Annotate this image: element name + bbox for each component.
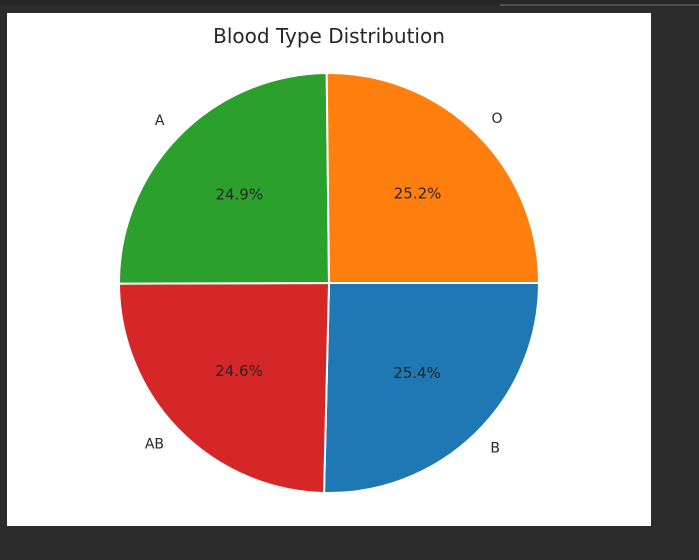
percent-label-a: 24.9% xyxy=(215,186,263,204)
chart-figure: Blood Type Distribution 25.4% B 24.6% AB 24.… xyxy=(7,13,651,526)
pie-chart: Blood Type Distribution 25.4% B 24.6% AB 24.… xyxy=(118,24,540,494)
category-label-a: A xyxy=(155,113,165,129)
top-bar-divider xyxy=(500,4,699,6)
category-label-b: B xyxy=(490,440,500,456)
pie-labels: 25.4% B 24.6% AB 24.9% A 25.2% O xyxy=(145,111,503,456)
top-bar xyxy=(0,0,699,6)
pie-slice-a xyxy=(118,72,330,285)
pie-slice-b xyxy=(323,282,540,494)
percent-label-b: 25.4% xyxy=(393,364,441,382)
percent-label-ab: 24.6% xyxy=(215,362,263,380)
pie-slice-ab xyxy=(118,282,330,494)
percent-label-o: 25.2% xyxy=(394,184,442,202)
pie-slice-o xyxy=(325,72,540,284)
category-label-ab: AB xyxy=(145,437,164,453)
pie-slices xyxy=(118,72,540,494)
category-label-o: O xyxy=(491,111,502,127)
chart-title: Blood Type Distribution xyxy=(213,24,445,48)
